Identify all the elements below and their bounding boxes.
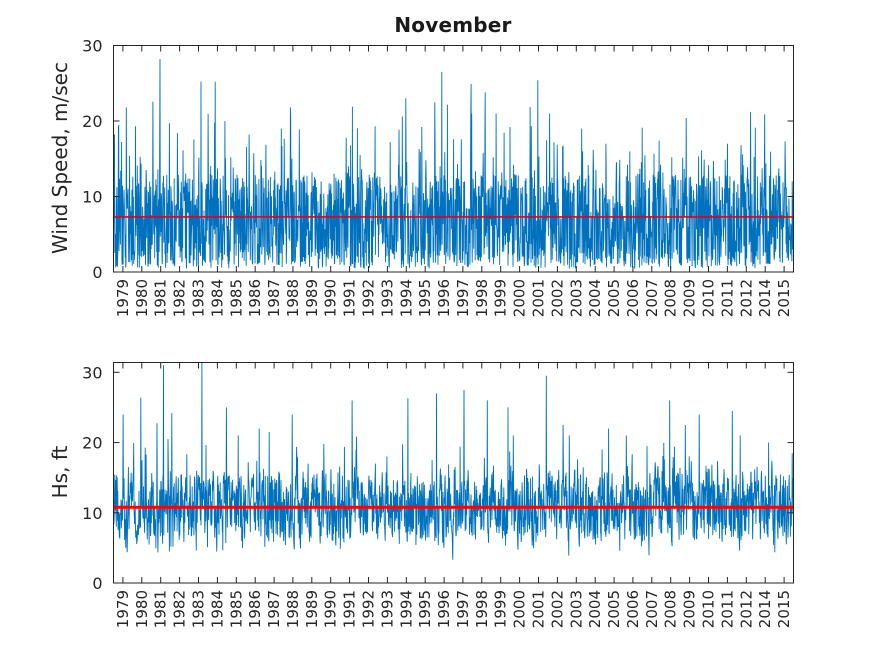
x-tick-label: 2014 xyxy=(756,590,774,628)
x-tick-label: 1999 xyxy=(492,279,510,317)
x-tick-label: 2004 xyxy=(586,279,604,317)
x-tick-label: 2015 xyxy=(775,279,793,317)
x-tick-label: 2000 xyxy=(511,279,529,317)
x-tick-label: 1999 xyxy=(492,590,510,628)
x-tick-label: 1990 xyxy=(322,279,340,317)
x-tick-label: 1992 xyxy=(360,279,378,317)
y-tick-label: 10 xyxy=(82,504,102,523)
x-tick-label: 1981 xyxy=(152,279,170,317)
x-tick-label: 1986 xyxy=(246,279,264,317)
x-tick-label: 2012 xyxy=(737,279,755,317)
x-tick-label: 1990 xyxy=(322,590,340,628)
x-tick-label: 1984 xyxy=(208,590,226,628)
x-tick-label: 2005 xyxy=(605,590,623,628)
x-tick-label: 1998 xyxy=(473,279,491,317)
x-tick-label: 2003 xyxy=(567,279,585,317)
y-tick-label: 30 xyxy=(82,37,102,56)
x-tick-label: 2007 xyxy=(643,279,661,317)
x-tick-label: 1985 xyxy=(227,590,245,628)
x-tick-label: 1994 xyxy=(397,279,415,317)
y-tick-label: 30 xyxy=(82,363,102,382)
x-tick-label: 1983 xyxy=(190,590,208,628)
x-tick-label: 1985 xyxy=(227,279,245,317)
x-tick-label: 2002 xyxy=(548,590,566,628)
x-tick-label: 1989 xyxy=(303,279,321,317)
x-tick-label: 2001 xyxy=(530,279,548,317)
x-tick-label: 2009 xyxy=(681,590,699,628)
x-tick-label: 2011 xyxy=(718,590,736,628)
x-tick-label: 2010 xyxy=(700,279,718,317)
x-tick-label: 2008 xyxy=(662,279,680,317)
x-tick-label: 2005 xyxy=(605,279,623,317)
x-tick-label: 1994 xyxy=(397,590,415,628)
x-tick-label: 2006 xyxy=(624,279,642,317)
x-tick-label: 1996 xyxy=(435,279,453,317)
x-tick-label: 1987 xyxy=(265,590,283,628)
x-tick-label: 1997 xyxy=(454,279,472,317)
x-tick-label: 1991 xyxy=(341,279,359,317)
x-tick-label: 2015 xyxy=(775,590,793,628)
x-tick-label: 2012 xyxy=(737,590,755,628)
x-tick-label: 2006 xyxy=(624,590,642,628)
x-tick-label: 2008 xyxy=(662,590,680,628)
x-tick-label: 2002 xyxy=(548,279,566,317)
hs-axis-label: Hs, ft xyxy=(48,445,72,499)
x-tick-label: 1992 xyxy=(360,590,378,628)
x-tick-label: 1998 xyxy=(473,590,491,628)
x-tick-label: 2011 xyxy=(718,279,736,317)
x-tick-label: 1982 xyxy=(171,590,189,628)
x-tick-label: 2007 xyxy=(643,590,661,628)
x-tick-label: 1995 xyxy=(416,279,434,317)
x-tick-label: 1996 xyxy=(435,590,453,628)
x-tick-label: 2009 xyxy=(681,279,699,317)
y-tick-label: 20 xyxy=(82,112,102,131)
x-tick-label: 1984 xyxy=(208,279,226,317)
x-tick-label: 1980 xyxy=(133,279,151,317)
chart-title: November xyxy=(394,13,512,37)
y-tick-label: 20 xyxy=(82,434,102,453)
x-tick-label: 1997 xyxy=(454,590,472,628)
x-tick-label: 2003 xyxy=(567,590,585,628)
x-tick-label: 1986 xyxy=(246,590,264,628)
significant-wave-height-series-line xyxy=(113,362,794,560)
y-tick-label: 0 xyxy=(92,574,102,593)
x-tick-label: 1979 xyxy=(114,590,132,628)
x-tick-label: 2000 xyxy=(511,590,529,628)
x-tick-label: 1995 xyxy=(416,590,434,628)
x-tick-label: 1989 xyxy=(303,590,321,628)
axes-box-top xyxy=(113,45,794,273)
x-tick-label: 1983 xyxy=(190,279,208,317)
y-tick-label: 0 xyxy=(92,263,102,282)
x-tick-label: 1993 xyxy=(378,590,396,628)
x-tick-label: 1982 xyxy=(171,279,189,317)
x-tick-label: 2010 xyxy=(700,590,718,628)
x-tick-label: 2004 xyxy=(586,590,604,628)
x-tick-label: 1988 xyxy=(284,279,302,317)
x-tick-label: 1987 xyxy=(265,279,283,317)
x-tick-label: 1991 xyxy=(341,590,359,628)
x-tick-label: 1981 xyxy=(152,590,170,628)
axes-box-bottom xyxy=(113,362,794,584)
x-tick-label: 1988 xyxy=(284,590,302,628)
wind-speed-series-line xyxy=(113,59,794,270)
x-tick-label: 1980 xyxy=(133,590,151,628)
x-tick-label: 1979 xyxy=(114,279,132,317)
x-tick-label: 1993 xyxy=(378,279,396,317)
x-tick-label: 2001 xyxy=(530,590,548,628)
x-tick-label: 2014 xyxy=(756,279,774,317)
y-tick-label: 10 xyxy=(82,188,102,207)
